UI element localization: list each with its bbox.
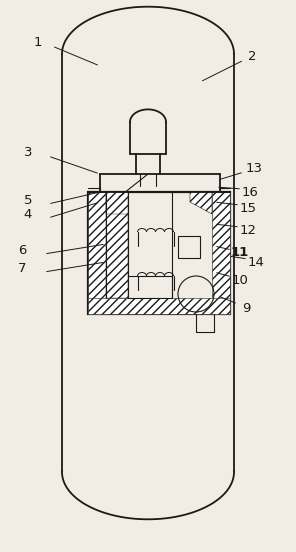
Bar [212, 192, 230, 314]
Text: 13: 13 [245, 162, 263, 174]
Text: 2: 2 [248, 50, 256, 62]
Text: 11: 11 [231, 246, 249, 258]
Text: 4: 4 [24, 208, 32, 220]
Text: 7: 7 [18, 262, 26, 274]
Text: 12: 12 [239, 224, 257, 236]
Text: 9: 9 [242, 301, 250, 315]
Bar [88, 192, 106, 314]
Bar [178, 236, 200, 258]
Text: 1: 1 [34, 35, 42, 49]
Bar [106, 192, 128, 298]
Bar [106, 192, 128, 214]
Text: 10: 10 [231, 273, 248, 286]
Text: 15: 15 [239, 201, 257, 215]
Text: 6: 6 [18, 243, 26, 257]
Bar [88, 298, 230, 314]
Text: 16: 16 [242, 185, 258, 199]
Text: 3: 3 [24, 146, 32, 158]
Polygon shape [190, 192, 212, 214]
Text: 14: 14 [247, 256, 264, 268]
Bar [88, 192, 230, 314]
Text: 5: 5 [24, 194, 32, 206]
